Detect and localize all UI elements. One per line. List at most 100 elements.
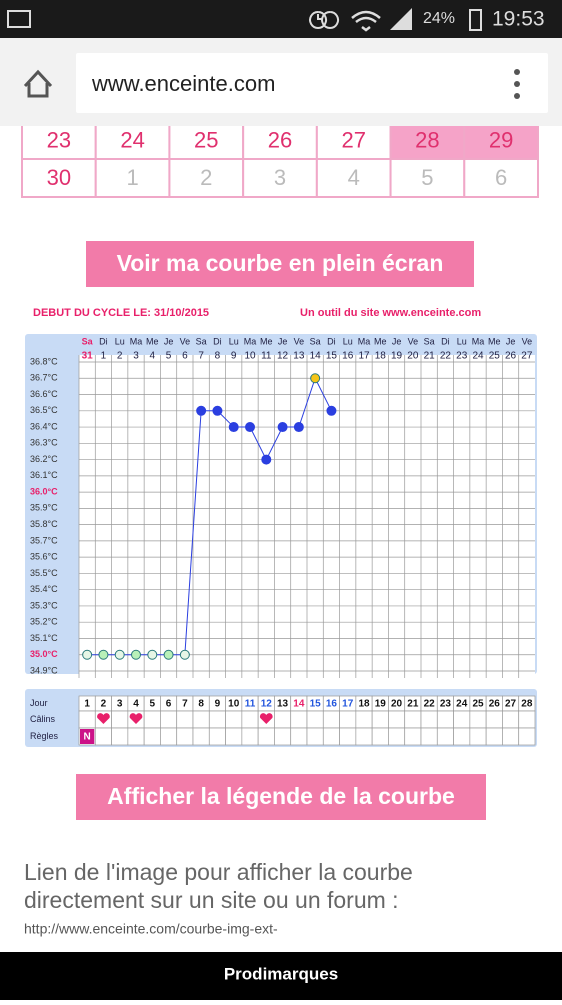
data-point bbox=[277, 422, 288, 433]
day-number: 17 bbox=[342, 699, 354, 710]
home-button[interactable] bbox=[23, 69, 53, 98]
table-cell bbox=[176, 710, 194, 729]
table-cell bbox=[388, 710, 406, 729]
day-number: 15 bbox=[310, 699, 322, 710]
day-number: 16 bbox=[326, 699, 338, 710]
calendar-cell[interactable] bbox=[315, 158, 392, 198]
x-tick-label: 7 bbox=[198, 351, 204, 362]
data-point bbox=[212, 405, 223, 416]
table-cell bbox=[241, 710, 259, 729]
x-tick-label: 15 bbox=[326, 351, 338, 362]
calendar-day[interactable]: 1 bbox=[126, 165, 138, 190]
table-cell bbox=[290, 727, 308, 746]
calendar-day[interactable]: 28 bbox=[415, 127, 439, 152]
y-tick-label: 35.3°C bbox=[30, 600, 58, 610]
y-tick-label: 35.5°C bbox=[30, 568, 58, 578]
data-point bbox=[196, 405, 207, 416]
y-tick-label: 36.4°C bbox=[30, 421, 58, 431]
day-number: 19 bbox=[375, 699, 387, 710]
calendar-day[interactable]: 6 bbox=[495, 165, 507, 190]
day-number: 5 bbox=[150, 699, 156, 710]
data-point bbox=[114, 649, 125, 660]
data-point bbox=[228, 422, 239, 433]
calendar-cell[interactable] bbox=[168, 158, 245, 198]
menu-button[interactable] bbox=[514, 69, 520, 99]
x-tick-label: 21 bbox=[424, 351, 436, 362]
data-point bbox=[293, 422, 304, 433]
day-name: Ma bbox=[244, 336, 257, 346]
x-tick-label: 3 bbox=[133, 351, 139, 362]
table-cell bbox=[518, 710, 536, 729]
table-cell bbox=[453, 710, 471, 729]
row-label: Câlins bbox=[30, 714, 56, 724]
day-name: Me bbox=[488, 336, 501, 346]
calendar-cell[interactable] bbox=[389, 121, 466, 160]
clock: 19:53 bbox=[492, 8, 545, 31]
day-name: Ve bbox=[294, 336, 305, 346]
day-name: Je bbox=[506, 336, 516, 346]
calendar-cell[interactable] bbox=[389, 158, 466, 198]
url-field[interactable] bbox=[76, 53, 548, 113]
calendar-day[interactable]: 29 bbox=[489, 127, 513, 152]
calins-heart bbox=[97, 713, 110, 724]
button-label[interactable]: Afficher la légende de la courbe bbox=[107, 783, 455, 809]
button[interactable] bbox=[76, 774, 486, 820]
calendar-day[interactable]: 23 bbox=[47, 127, 71, 152]
day-number: 8 bbox=[198, 699, 204, 710]
y-tick-label: 36.5°C bbox=[30, 405, 58, 415]
y-tick-label: 36.0°C bbox=[30, 486, 58, 496]
alarm-icon bbox=[309, 11, 339, 29]
calendar-day[interactable]: 30 bbox=[47, 165, 71, 190]
table-cell bbox=[306, 710, 324, 729]
table-cell bbox=[208, 727, 226, 746]
table-cell bbox=[404, 727, 422, 746]
button[interactable] bbox=[86, 241, 474, 287]
table-cell bbox=[160, 727, 178, 746]
table-cell bbox=[94, 727, 112, 746]
calendar-cell[interactable] bbox=[21, 158, 97, 198]
day-name: Ve bbox=[408, 336, 419, 346]
url[interactable]: www.enceinte.com bbox=[91, 71, 275, 96]
table-cell bbox=[225, 710, 243, 729]
x-tick-label: 9 bbox=[231, 351, 237, 362]
day-number: 13 bbox=[277, 699, 289, 710]
battery-icon bbox=[469, 9, 482, 31]
calendar-day[interactable]: 3 bbox=[274, 165, 286, 190]
day-number: 26 bbox=[489, 699, 501, 710]
calendar-day[interactable]: 5 bbox=[421, 165, 433, 190]
regles-box bbox=[80, 729, 95, 744]
x-tick-label: 22 bbox=[440, 351, 452, 362]
image-link[interactable]: http://www.enceinte.com/courbe-img-ext- bbox=[24, 921, 278, 937]
data-point bbox=[245, 422, 255, 433]
day-number: 25 bbox=[472, 699, 484, 710]
data-point bbox=[147, 649, 158, 660]
day-number: 27 bbox=[505, 699, 517, 710]
day-number: 6 bbox=[166, 699, 172, 710]
table-cell bbox=[290, 710, 308, 729]
x-tick-label: 19 bbox=[391, 351, 403, 362]
day-number: 21 bbox=[407, 699, 419, 710]
table-cell bbox=[241, 727, 259, 746]
calendar-day[interactable]: 26 bbox=[268, 127, 292, 152]
x-tick-label: 16 bbox=[342, 351, 354, 362]
calendar-day[interactable]: 4 bbox=[348, 165, 360, 190]
table-cell bbox=[160, 710, 178, 729]
day-name: Di bbox=[213, 336, 222, 346]
table-cell bbox=[436, 727, 454, 746]
x-tick-label: 17 bbox=[358, 351, 370, 362]
x-tick-label: 31 bbox=[82, 351, 94, 362]
calendar-day[interactable]: 27 bbox=[341, 127, 365, 152]
calendar-cell[interactable] bbox=[94, 158, 171, 198]
calendar-day[interactable]: 24 bbox=[120, 127, 144, 152]
x-tick-label: 8 bbox=[215, 351, 221, 362]
calendar-day[interactable]: 25 bbox=[194, 127, 218, 152]
calendar-day[interactable]: 2 bbox=[200, 165, 212, 190]
y-tick-label: 35.1°C bbox=[30, 633, 58, 643]
button-label[interactable]: Voir ma courbe en plein écran bbox=[117, 250, 444, 276]
table-cell bbox=[453, 727, 471, 746]
data-point bbox=[261, 454, 272, 465]
calendar-cell[interactable] bbox=[463, 158, 539, 198]
x-tick-label: 1 bbox=[101, 351, 107, 362]
day-name: Me bbox=[146, 336, 159, 346]
table-cell bbox=[502, 710, 520, 729]
